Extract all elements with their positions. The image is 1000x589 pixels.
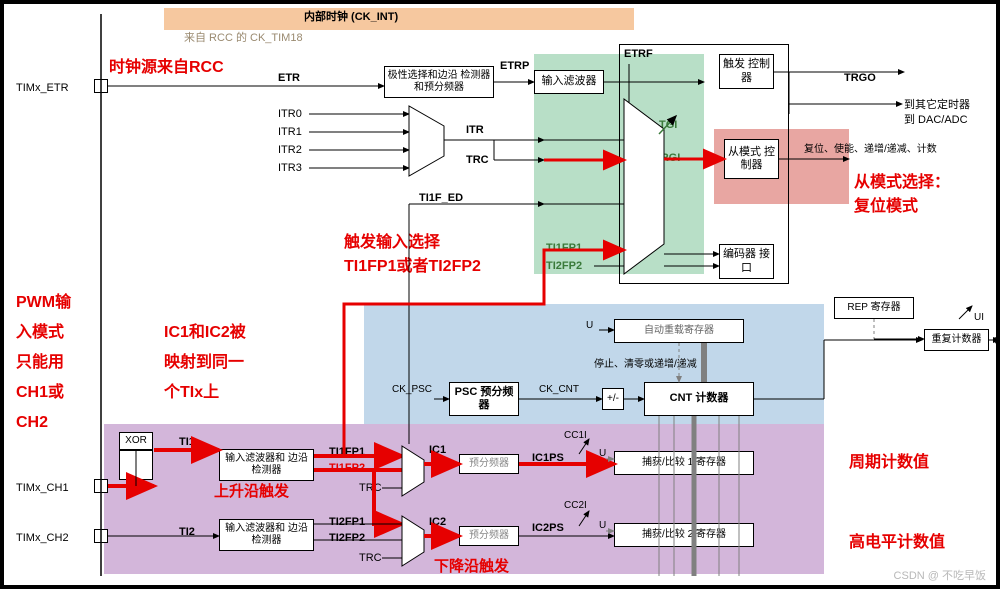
watermark: CSDN @ 不吃早饭 xyxy=(894,567,986,583)
ann-high: 高电平计数值 xyxy=(849,534,945,552)
xor-box: XOR xyxy=(119,432,153,450)
sig-ti1fed: TI1F_ED xyxy=(419,192,463,204)
sig-u2: U xyxy=(994,336,1000,347)
ann-icmap2: 映射到同一 xyxy=(164,354,244,372)
top-band-label: 内部时钟 (CK_INT) xyxy=(304,11,398,23)
box-presc2: 预分频器 xyxy=(459,526,519,546)
sig-trc: TRC xyxy=(466,154,489,166)
box-filter1: 输入滤波器和 边沿检测器 xyxy=(219,449,314,481)
sig-cc2i: CC2I xyxy=(564,500,587,511)
sig-ti2fp2: TI2FP2 xyxy=(546,260,582,272)
sig-ti1fp1: TI1FP1 xyxy=(546,242,582,254)
ann-trig2: TI1FP1或者TI2FP2 xyxy=(344,258,481,276)
box-repcnt: 重复计数器 xyxy=(924,329,989,351)
box-psc: PSC 预分频器 xyxy=(449,382,519,416)
sig-itr: ITR xyxy=(466,124,484,136)
box-pm: +/- xyxy=(602,388,624,410)
pin-ch2-sq xyxy=(94,529,108,543)
box-capt1: 捕获/比较 1 寄存器 xyxy=(614,451,754,475)
sig-itr3: ITR3 xyxy=(278,162,302,174)
sig-ti1: TI1 xyxy=(179,436,195,448)
sig-trgi: TRGI xyxy=(654,152,680,164)
sig-ic2ps: IC2PS xyxy=(532,522,564,534)
diagram-canvas: 内部时钟 (CK_INT) 来自 RCC 的 CK_TIM18 时钟源来自RCC… xyxy=(0,0,1000,589)
sig-ti2: TI2 xyxy=(179,526,195,538)
box-filter2: 输入滤波器和 边沿检测器 xyxy=(219,519,314,551)
pin-etr-sq xyxy=(94,79,108,93)
ann-icmap1: IC1和IC2被 xyxy=(164,324,246,342)
ann-clock-src: 时钟源来自RCC xyxy=(109,59,224,77)
sig-etrf: ETRF xyxy=(624,48,653,60)
xor-mux xyxy=(119,450,153,480)
sig-itr2: ITR2 xyxy=(278,144,302,156)
box-capt2: 捕获/比较 2 寄存器 xyxy=(614,523,754,547)
box-trigctrl: 触发 控制器 xyxy=(719,54,774,89)
pin-ch2-lbl: TIMx_CH2 xyxy=(16,532,69,544)
box-slavectrl: 从模式 控制器 xyxy=(724,139,779,179)
box-encoder: 编码器 接口 xyxy=(719,244,774,279)
sig-trgo: TRGO xyxy=(844,72,876,84)
sig-todac: 到 DAC/ADC xyxy=(904,114,968,126)
ann-rising: 上升沿触发 xyxy=(214,484,289,501)
ann-period: 周期计数值 xyxy=(849,454,929,472)
sig-trc2: TRC xyxy=(359,552,382,564)
sig-ti2fp2b: TI2FP2 xyxy=(329,532,365,544)
sig-etr: ETR xyxy=(278,72,300,84)
box-cnt: CNT 计数器 xyxy=(644,382,754,416)
ann-falling: 下降沿触发 xyxy=(434,559,509,576)
ann-slave1: 从模式选择： xyxy=(854,174,950,192)
ann-pwm5: CH2 xyxy=(16,414,48,432)
pin-etr-lbl: TIMx_ETR xyxy=(16,82,69,94)
box-autoload: 自动重载寄存器 xyxy=(614,319,744,343)
sig-totimers: 到其它定时器 xyxy=(904,99,970,111)
sig-ckpsc: CK_PSC xyxy=(392,384,432,395)
rcc-note: 来自 RCC 的 CK_TIM18 xyxy=(184,32,303,44)
ann-slave2: 复位模式 xyxy=(854,198,918,216)
sig-u1: U xyxy=(586,320,593,331)
sig-trc1: TRC xyxy=(359,482,382,494)
sig-ic1ps: IC1PS xyxy=(532,452,564,464)
ann-icmap3: 个TIx上 xyxy=(164,384,219,402)
box-presc1: 预分频器 xyxy=(459,454,519,474)
sig-tgi: TGI xyxy=(659,119,677,131)
sig-ti2fp1: TI2FP1 xyxy=(329,516,365,528)
pin-ch1-sq xyxy=(94,479,108,493)
sig-stopclear: 停止、清零或递增/递减 xyxy=(594,359,697,370)
box-polarity: 极性选择和边沿 检测器和预分频器 xyxy=(384,66,494,98)
ann-pwm2: 入模式 xyxy=(16,324,64,342)
sig-ui: UI xyxy=(974,312,984,323)
sig-ti1fp1b: TI1FP1 xyxy=(329,446,365,458)
sig-u3: U xyxy=(599,448,606,459)
ann-pwm3: 只能用 xyxy=(16,354,64,372)
box-repreg: REP 寄存器 xyxy=(834,297,914,319)
sig-u4: U xyxy=(599,520,606,531)
sig-cc1i: CC1I xyxy=(564,430,587,441)
pin-ch1-lbl: TIMx_CH1 xyxy=(16,482,69,494)
ann-trig1: 触发输入选择 xyxy=(344,234,440,252)
sig-ckcnt: CK_CNT xyxy=(539,384,579,395)
sig-ic2: IC2 xyxy=(429,516,446,528)
region-top-band xyxy=(164,8,634,30)
box-infilter: 输入滤波器 xyxy=(534,70,604,94)
sig-itr1: ITR1 xyxy=(278,126,302,138)
sig-ic1: IC1 xyxy=(429,444,446,456)
sig-resetenable: 复位、使能、递增/递减、计数 xyxy=(804,144,937,155)
sig-etrp: ETRP xyxy=(500,60,529,72)
sig-ti1fp2: TI1FP2 xyxy=(329,462,365,474)
ann-pwm4: CH1或 xyxy=(16,384,64,402)
region-purple xyxy=(104,424,824,574)
sig-itr0: ITR0 xyxy=(278,108,302,120)
ann-pwm1: PWM输 xyxy=(16,294,71,312)
